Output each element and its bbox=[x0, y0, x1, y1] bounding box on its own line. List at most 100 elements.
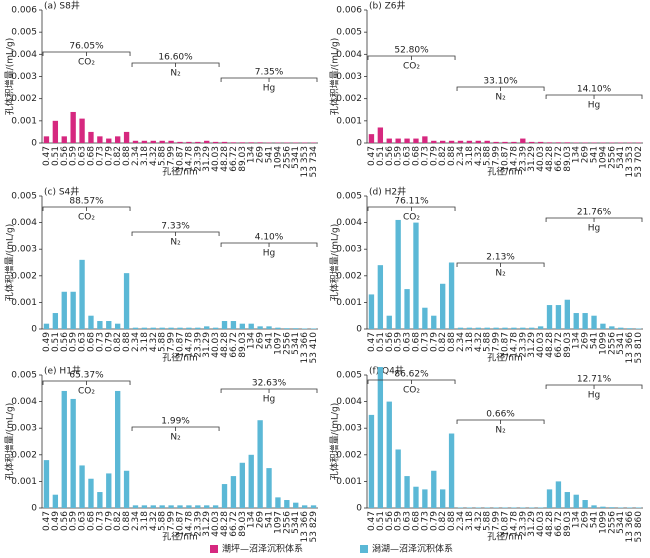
bar bbox=[368, 294, 375, 329]
bracket bbox=[131, 62, 220, 67]
x-tick-label: 5.88 bbox=[483, 332, 493, 352]
bar bbox=[239, 323, 245, 329]
panel-title: (d) H2井 bbox=[369, 186, 406, 198]
bar bbox=[177, 505, 183, 508]
x-tick-label: 40.03 bbox=[211, 146, 221, 172]
x-tick-label: 0.56 bbox=[60, 511, 70, 531]
bar bbox=[88, 315, 94, 329]
x-tick-label: 3.18 bbox=[140, 511, 150, 531]
x-tick-label: 0.68 bbox=[411, 332, 421, 352]
bar bbox=[79, 259, 85, 329]
bar bbox=[106, 138, 112, 143]
y-tick-label: 0.005 bbox=[11, 192, 37, 202]
x-tick-label: 0.59 bbox=[69, 332, 79, 352]
x-tick-label: 0.79 bbox=[429, 332, 439, 352]
bar bbox=[573, 494, 579, 508]
bracket-percent: 88.57% bbox=[69, 197, 104, 207]
bar bbox=[475, 327, 481, 329]
bar bbox=[61, 390, 67, 508]
y-tick-label: 0.002 bbox=[336, 271, 362, 281]
x-tick-label: 0.56 bbox=[385, 332, 395, 352]
bar bbox=[546, 142, 553, 143]
x-axis-label: 孔径/nm bbox=[162, 166, 198, 178]
bar bbox=[257, 142, 263, 143]
x-tick-label: 0.59 bbox=[394, 511, 404, 531]
bracket-label: Hg bbox=[588, 101, 600, 111]
legend-swatch bbox=[210, 545, 218, 553]
bar bbox=[177, 327, 183, 329]
x-tick-label: 0.82 bbox=[113, 332, 123, 352]
bar bbox=[88, 478, 94, 508]
y-tick-label: 0.005 bbox=[336, 371, 362, 381]
bracket-label: CO₂ bbox=[78, 387, 95, 397]
bar bbox=[582, 313, 588, 329]
bar bbox=[106, 321, 112, 329]
bar bbox=[564, 299, 570, 329]
x-tick-label: 2.34 bbox=[456, 511, 466, 531]
bar bbox=[502, 507, 508, 508]
bracket-percent: 7.35% bbox=[255, 68, 284, 78]
bar bbox=[141, 327, 148, 329]
bracket-label: Hg bbox=[263, 395, 275, 405]
x-tick-label: 1094 bbox=[273, 146, 283, 169]
y-tick-label: 0.001 bbox=[336, 477, 362, 487]
bar bbox=[195, 505, 201, 508]
bar bbox=[502, 141, 508, 143]
x-tick-label: 0.73 bbox=[95, 332, 105, 352]
y-tick-label: 0.004 bbox=[336, 50, 362, 60]
bar bbox=[123, 273, 130, 329]
bar bbox=[275, 497, 281, 508]
bar bbox=[413, 138, 419, 143]
bar bbox=[555, 481, 562, 508]
bar bbox=[493, 141, 499, 143]
y-tick-label: 0.004 bbox=[11, 50, 37, 60]
bar bbox=[431, 140, 437, 143]
x-tick-label: 7.99 bbox=[167, 511, 177, 531]
bar bbox=[141, 505, 148, 508]
bracket-label: Hg bbox=[263, 84, 275, 94]
y-tick-label: 0.006 bbox=[11, 6, 37, 16]
bar bbox=[404, 138, 410, 143]
x-tick-label: 4.32 bbox=[149, 511, 159, 531]
bar bbox=[284, 500, 290, 508]
x-tick-label: 89.03 bbox=[563, 332, 573, 358]
bar bbox=[404, 289, 410, 329]
bar bbox=[386, 138, 392, 143]
bracket bbox=[545, 217, 643, 222]
x-tick-label: 134 bbox=[247, 146, 257, 163]
x-tick-label: 269 bbox=[256, 332, 266, 349]
bracket bbox=[545, 94, 643, 99]
bar bbox=[43, 323, 50, 329]
bar bbox=[132, 140, 139, 143]
legend-swatch bbox=[360, 545, 368, 553]
x-tick-label: 53 810 bbox=[634, 332, 644, 364]
bracket bbox=[456, 419, 545, 424]
bracket bbox=[220, 77, 318, 82]
bar bbox=[484, 140, 490, 143]
bar bbox=[591, 315, 597, 329]
bracket bbox=[42, 380, 131, 385]
bracket-label: N₂ bbox=[495, 426, 506, 436]
bar bbox=[395, 138, 401, 143]
bar bbox=[475, 507, 481, 508]
bar bbox=[221, 484, 228, 508]
y-tick-label: 0.003 bbox=[11, 72, 37, 82]
bar bbox=[61, 291, 67, 329]
bracket-percent: 7.33% bbox=[161, 222, 190, 232]
bar bbox=[43, 460, 50, 508]
x-tick-label: 7.99 bbox=[492, 146, 502, 166]
x-tick-label: 2.34 bbox=[456, 146, 466, 166]
x-tick-label: 0.59 bbox=[394, 146, 404, 166]
y-tick-label: 0.002 bbox=[11, 271, 37, 281]
bar bbox=[537, 507, 544, 508]
x-tick-label: 0.68 bbox=[86, 332, 96, 352]
bar bbox=[368, 134, 375, 143]
bracket-label: N₂ bbox=[170, 433, 181, 443]
bracket-percent: 0.66% bbox=[486, 410, 515, 420]
y-axis-label: 孔体积增量/(mL/g) bbox=[4, 224, 16, 302]
y-tick-label: 0 bbox=[31, 325, 37, 335]
bar bbox=[248, 323, 254, 329]
x-tick-label: 1099 bbox=[598, 332, 608, 355]
x-tick-label: 0.51 bbox=[376, 511, 386, 531]
bracket bbox=[456, 262, 545, 267]
